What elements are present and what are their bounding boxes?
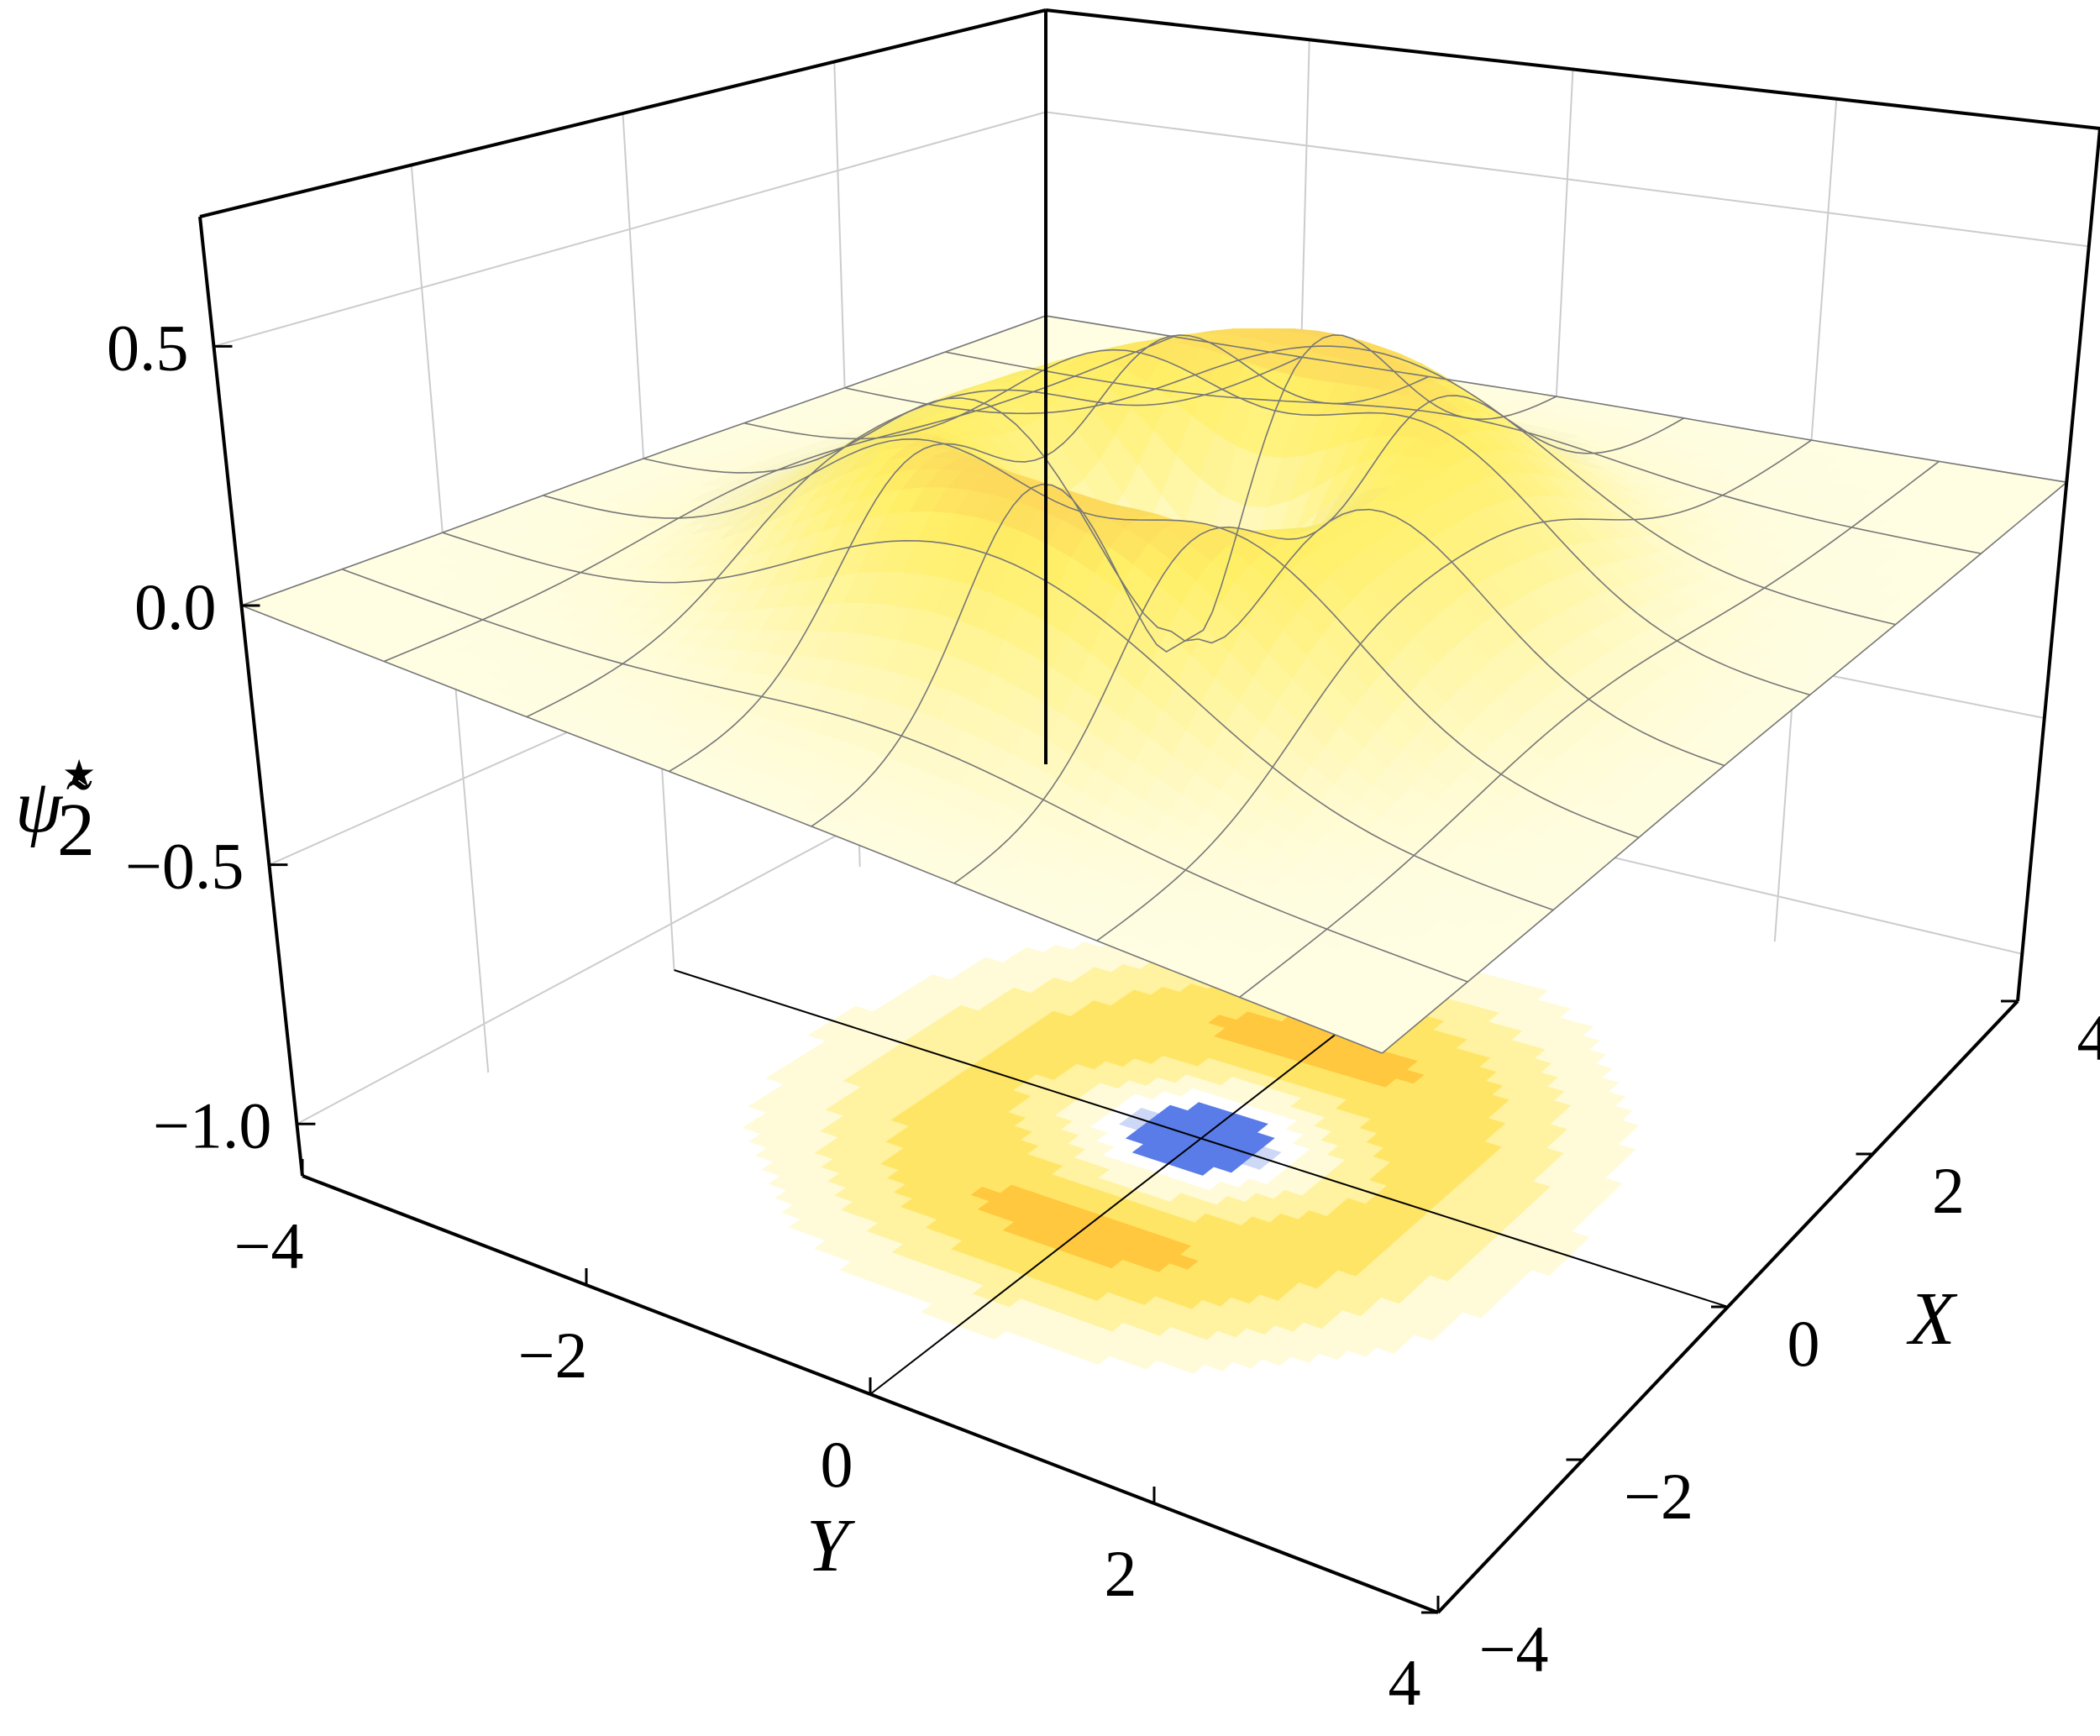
grid-line: [213, 111, 2089, 348]
contour-floor: [302, 763, 2019, 1613]
surface: [240, 315, 2068, 1054]
